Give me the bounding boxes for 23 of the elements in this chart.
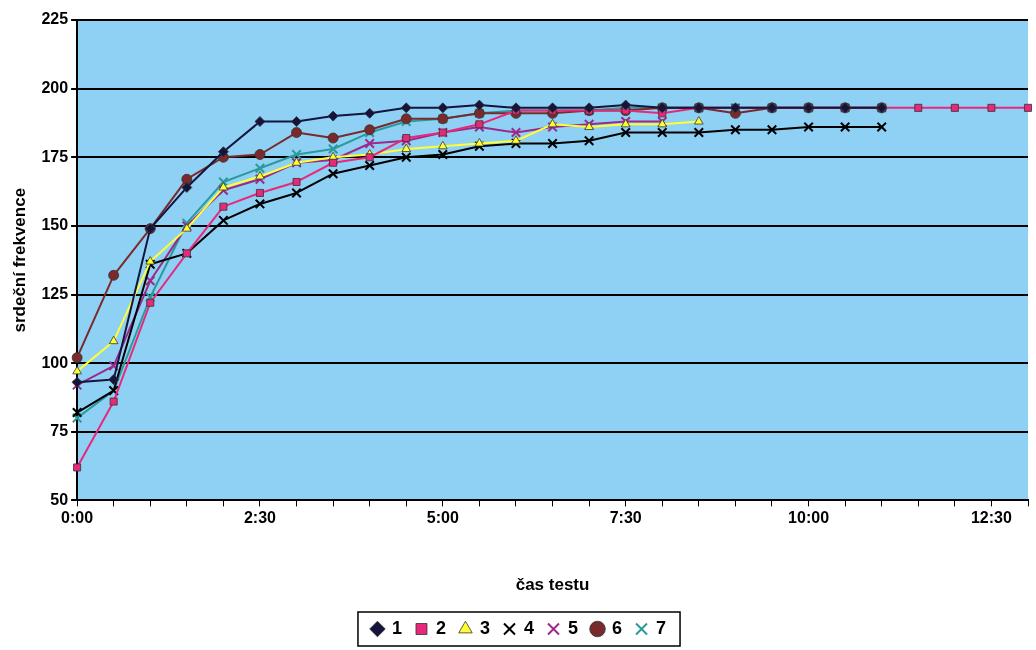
x-axis-title: čas testu <box>515 575 590 595</box>
y-tick-label: 75 <box>50 422 69 440</box>
legend-label: 1 <box>391 617 402 638</box>
x-tick-label: 12:30 <box>970 509 1012 527</box>
legend-label: 4 <box>523 617 535 638</box>
x-tick-label: 7:30 <box>609 509 642 527</box>
y-tick-label: 175 <box>41 147 69 165</box>
y-tick-label: 200 <box>41 79 69 97</box>
y-axis-title: srdeční frekvence <box>9 187 29 333</box>
x-tick-label: 0:00 <box>61 509 94 527</box>
legend-label: 7 <box>656 617 667 638</box>
y-tick-label: 225 <box>41 10 69 28</box>
y-tick-label: 150 <box>41 216 69 234</box>
legend-label: 3 <box>479 617 490 638</box>
y-tick-label: 50 <box>50 490 69 508</box>
y-tick-label: 100 <box>41 353 69 371</box>
x-tick-label: 2:30 <box>243 509 277 527</box>
x-tick-label: 10:00 <box>788 509 830 527</box>
legend-label: 6 <box>612 617 623 638</box>
y-tick-label: 125 <box>41 284 69 302</box>
x-tick-label: 5:00 <box>426 509 459 527</box>
legend-label: 2 <box>435 617 446 638</box>
legend-label: 5 <box>568 617 579 638</box>
